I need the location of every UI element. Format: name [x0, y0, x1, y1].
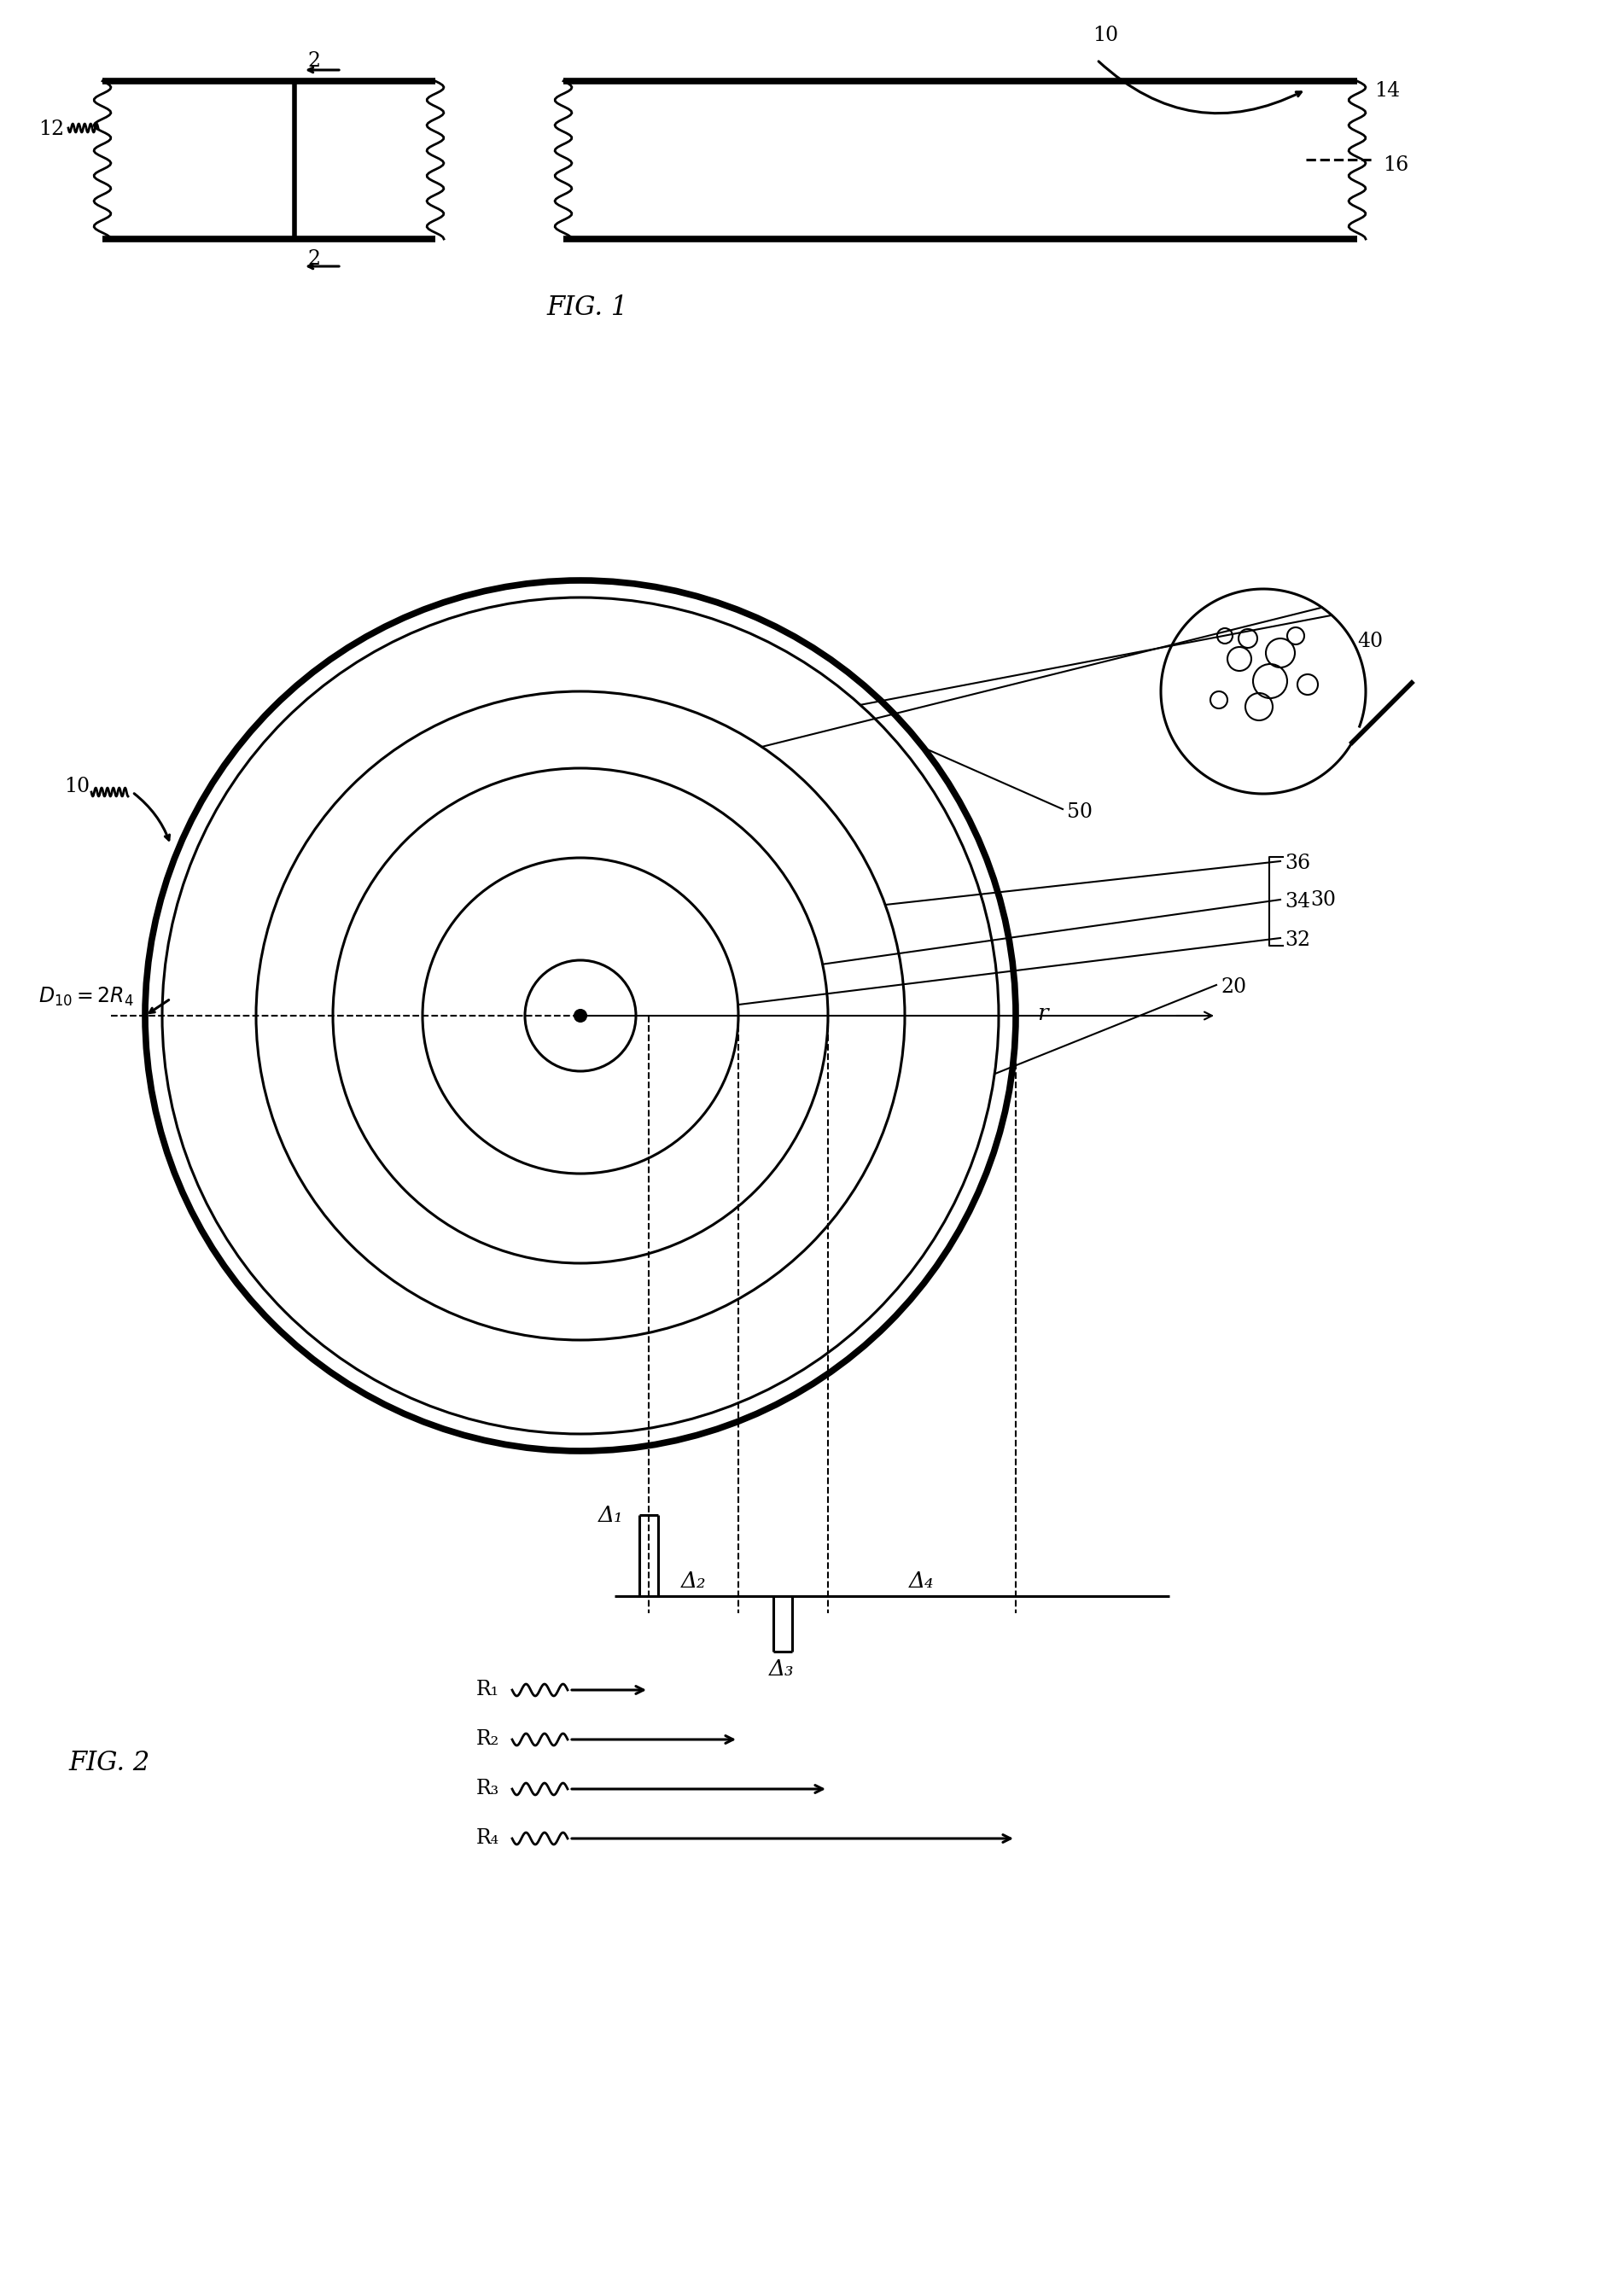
Text: $D_{10}=2R_4$: $D_{10}=2R_4$ [38, 985, 135, 1008]
Text: 10: 10 [64, 776, 90, 797]
Text: Δ₂: Δ₂ [681, 1570, 705, 1591]
Text: 20: 20 [1220, 978, 1246, 996]
Text: R₁: R₁ [476, 1681, 500, 1699]
Text: r: r [1037, 1003, 1048, 1024]
Text: R₃: R₃ [476, 1779, 500, 1798]
Text: 2: 2 [308, 51, 321, 71]
Text: 16: 16 [1383, 156, 1409, 174]
Text: 50: 50 [1068, 801, 1093, 822]
Text: 30: 30 [1310, 891, 1335, 909]
Text: R₂: R₂ [476, 1729, 500, 1750]
Text: FIG. 2: FIG. 2 [69, 1750, 149, 1777]
Circle shape [574, 1010, 587, 1022]
Text: FIG. 1: FIG. 1 [547, 294, 628, 321]
Text: Δ₃: Δ₃ [769, 1658, 795, 1681]
Text: 2: 2 [308, 250, 321, 269]
Text: 12: 12 [38, 119, 64, 140]
Text: 10: 10 [1093, 25, 1119, 46]
Text: 40: 40 [1358, 631, 1383, 652]
Text: 14: 14 [1374, 80, 1399, 101]
Text: 32: 32 [1284, 930, 1310, 951]
Text: R₄: R₄ [476, 1828, 500, 1848]
Text: 36: 36 [1284, 854, 1310, 872]
Text: Δ₁: Δ₁ [598, 1504, 624, 1527]
Text: Δ₄: Δ₄ [909, 1570, 935, 1591]
Text: 34: 34 [1284, 891, 1310, 912]
